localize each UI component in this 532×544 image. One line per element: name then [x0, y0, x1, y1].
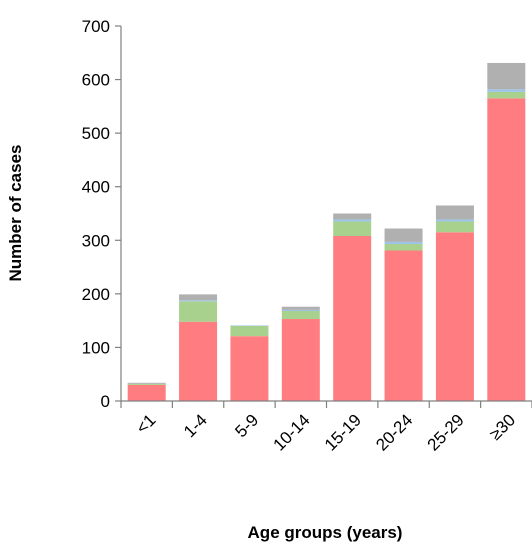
x-tick-label: 1-4	[180, 410, 211, 441]
y-axis: 0 100 200 300 400 500 600 700	[82, 17, 122, 411]
bar-segment-4	[333, 213, 372, 220]
x-tick-label: 25-29	[424, 410, 468, 454]
bar-segment-3	[333, 219, 372, 222]
bars	[127, 62, 526, 402]
bar-segment-4	[281, 306, 320, 310]
bar-segment-1	[487, 98, 526, 402]
x-axis-title: Age groups (years)	[248, 523, 403, 542]
bar-segment-3	[281, 309, 320, 311]
bar-segment-2	[333, 221, 372, 236]
y-tick-label: 300	[82, 231, 110, 250]
y-tick-label: 400	[82, 178, 110, 197]
y-tick-label: 200	[82, 285, 110, 304]
bar-segment-2	[230, 326, 269, 337]
bar-segment-4	[179, 294, 218, 301]
bar-segment-4	[127, 382, 166, 384]
y-axis-title: Number of cases	[6, 145, 25, 282]
x-tick-label: 5-9	[231, 410, 262, 441]
x-tick-label: 10-14	[269, 410, 313, 454]
bar-segment-2	[487, 91, 526, 99]
y-tick-label: 100	[82, 338, 110, 357]
bar-segment-1	[127, 384, 166, 401]
bar-segment-1	[333, 236, 372, 401]
y-tick-label: 600	[82, 71, 110, 90]
x-tick-label: 20-24	[372, 410, 416, 454]
bar-segment-3	[435, 219, 474, 222]
x-tick-label: <1	[132, 410, 159, 437]
bar-segment-2	[435, 221, 474, 233]
x-tick-label: ≥30	[486, 410, 519, 443]
bar-segment-4	[487, 62, 526, 90]
x-axis: <1 1-4 5-9 10-14 15-19 20-24 25-29 ≥30	[120, 400, 532, 455]
bar-segment-1	[230, 336, 269, 401]
bar-segment-2	[127, 383, 166, 385]
bar-segment-3	[487, 89, 526, 92]
bar-segment-3	[384, 241, 423, 245]
bar-segment-3	[230, 325, 269, 326]
bar-segment-1	[384, 250, 423, 401]
bar-segment-2	[281, 311, 320, 320]
bar-segment-4	[384, 228, 423, 242]
x-tick-label: 15-19	[321, 410, 365, 454]
y-tick-label: 500	[82, 124, 110, 143]
bar-segment-1	[179, 321, 218, 401]
bar-segment-1	[281, 319, 320, 401]
bar-segment-3	[179, 300, 218, 302]
bar-segment-1	[435, 232, 474, 401]
y-tick-label: 700	[82, 17, 110, 36]
bar-segment-2	[179, 301, 218, 322]
bar-segment-4	[435, 205, 474, 220]
bar-segment-2	[384, 244, 423, 251]
y-tick-label: 0	[101, 392, 110, 411]
